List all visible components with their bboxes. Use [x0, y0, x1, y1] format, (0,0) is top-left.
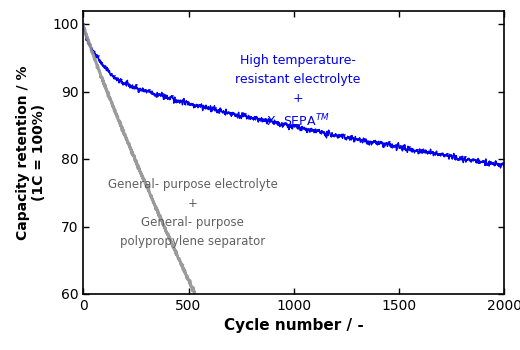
X-axis label: Cycle number / -: Cycle number / - — [224, 318, 363, 334]
Text: High temperature-
resistant electrolyte
+
X- SEPA$^{TM}$: High temperature- resistant electrolyte … — [236, 54, 361, 130]
Y-axis label: Capacity retention / %
(1C = 100%): Capacity retention / % (1C = 100%) — [16, 65, 46, 239]
Text: General- purpose electrolyte
+
General- purpose
polypropylene separator: General- purpose electrolyte + General- … — [108, 178, 278, 248]
